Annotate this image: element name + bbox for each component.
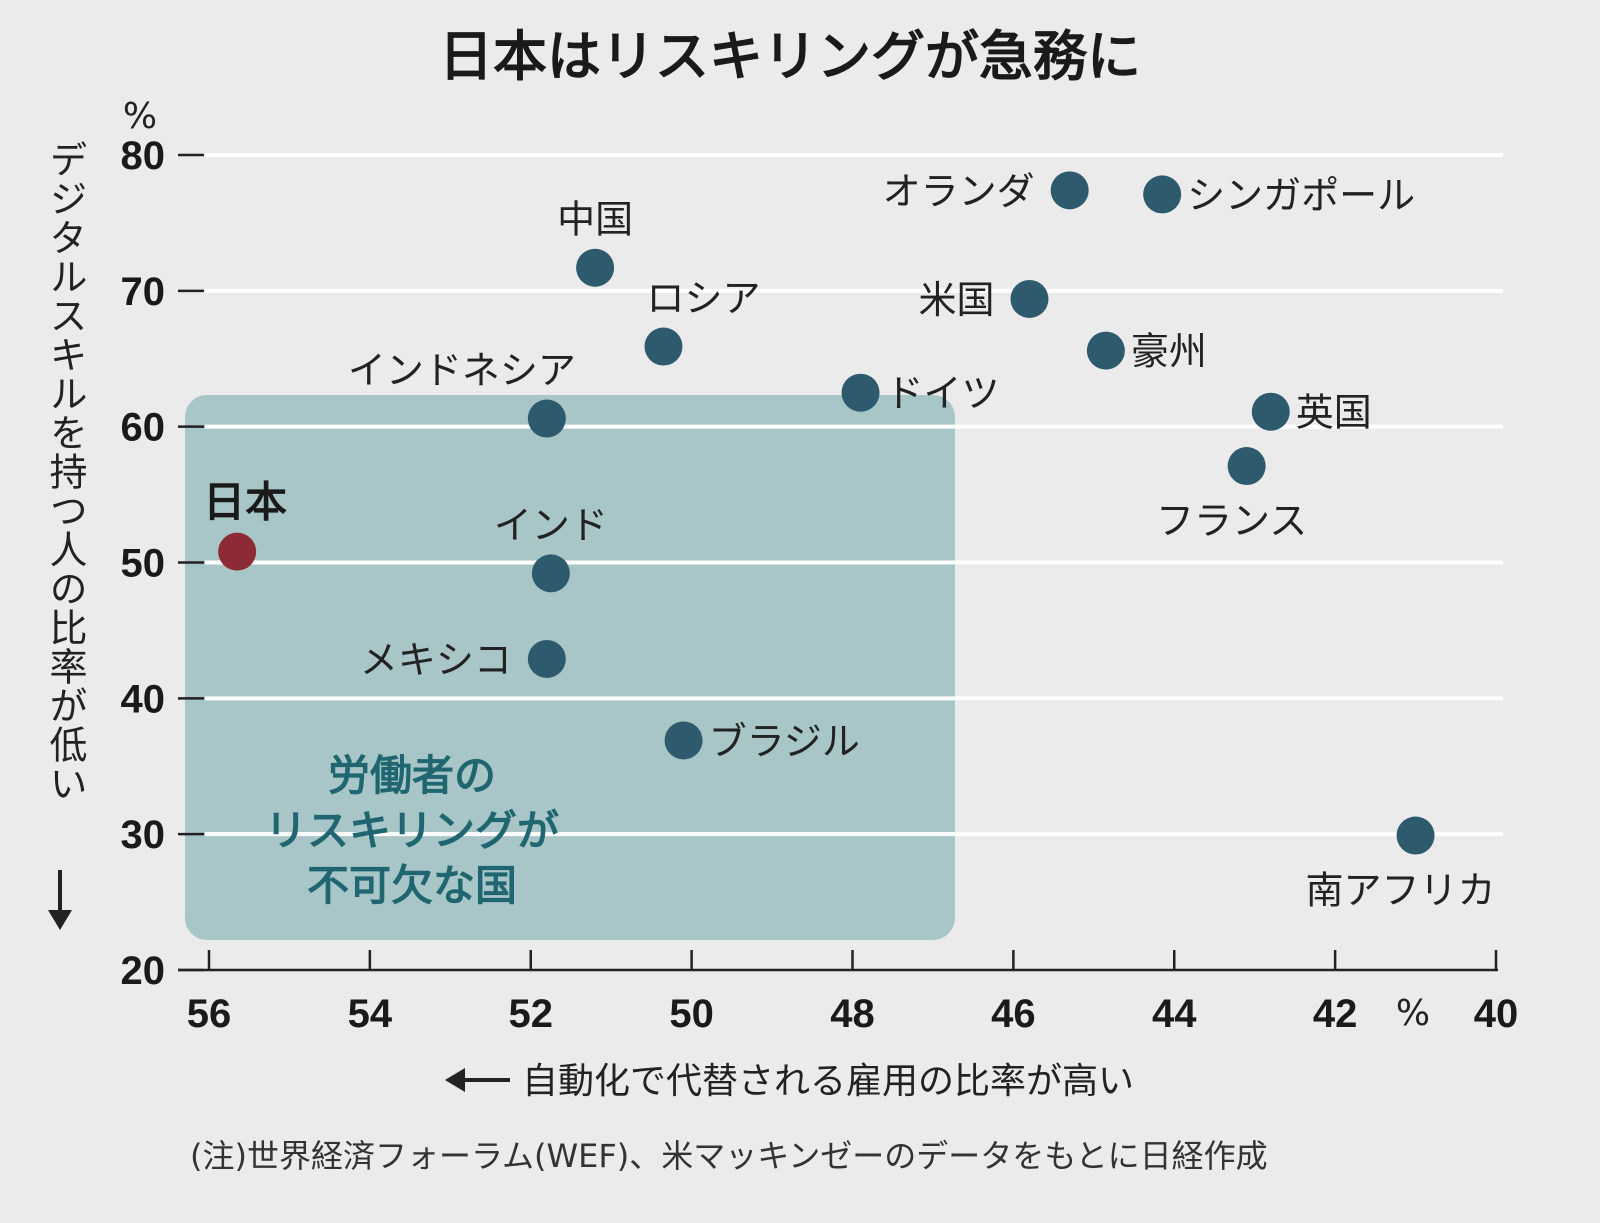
x-tick-label: 44	[1152, 992, 1197, 1036]
x-unit: %	[1396, 993, 1430, 1034]
data-label: 中国	[557, 198, 633, 242]
data-point	[527, 639, 566, 678]
y-tick-label: 40	[121, 677, 166, 721]
data-label: メキシコ	[360, 638, 512, 682]
y-arrow-down-icon	[48, 870, 72, 930]
y-tick-label: 70	[121, 270, 166, 314]
x-tick-label: 46	[991, 992, 1036, 1036]
x-tick-label: 48	[830, 992, 875, 1036]
region-label: リスキリングが	[265, 806, 559, 855]
data-label: インドネシア	[348, 349, 576, 393]
data-label: オランダ	[883, 169, 1035, 213]
data-point	[1010, 279, 1049, 318]
data-label: ロシア	[646, 277, 760, 321]
data-label: フランス	[1156, 499, 1307, 543]
y-tick-label: 20	[121, 949, 166, 993]
y-axis-title: デジタルスキルを持つ人の比率が低い	[43, 140, 87, 803]
highlight-region	[185, 395, 955, 940]
x-tick-label: 52	[509, 992, 554, 1036]
data-label: 豪州	[1131, 330, 1207, 374]
data-point	[527, 399, 566, 438]
x-axis-title: 自動化で代替される雇用の比率が高い	[522, 1061, 1134, 1102]
x-axis-label: 自動化で代替される雇用の比率が高い	[445, 1061, 1134, 1102]
data-label: 南アフリカ	[1306, 869, 1496, 913]
data-point	[1086, 331, 1125, 370]
data-point	[1251, 392, 1290, 431]
region-label: 労働者の	[328, 751, 496, 800]
data-point	[1227, 447, 1266, 486]
data-point	[664, 721, 703, 760]
region-label: 不可欠な国	[307, 861, 517, 910]
arrow-left-icon	[445, 1068, 465, 1092]
data-point	[644, 327, 683, 366]
data-point	[841, 373, 880, 412]
source-note: (注)世界経済フォーラム(WEF)、米マッキンゼーのデータをもとに日経作成	[190, 1137, 1268, 1175]
y-tick-label: 80	[121, 134, 166, 178]
chart-title: 日本はリスキリングが急務に	[439, 25, 1141, 88]
data-label: インド	[494, 503, 608, 547]
x-tick-label: 42	[1313, 992, 1358, 1036]
y-tick-label: 60	[121, 406, 166, 450]
x-tick-label: 50	[669, 992, 714, 1036]
data-label: 英国	[1296, 391, 1372, 435]
y-unit: %	[123, 96, 157, 137]
y-tick-label: 50	[121, 542, 166, 586]
x-tick-label: 54	[348, 992, 393, 1036]
data-label: 米国	[918, 278, 994, 322]
data-point	[1396, 816, 1435, 855]
y-tick-label: 30	[121, 813, 166, 857]
data-label: シンガポール	[1187, 173, 1415, 217]
x-tick-label: 56	[187, 992, 232, 1036]
data-point	[1050, 171, 1089, 210]
data-point	[218, 532, 257, 571]
data-point	[1143, 175, 1182, 214]
data-point	[531, 554, 570, 593]
data-label: ブラジル	[709, 719, 860, 763]
data-label: ドイツ	[886, 372, 1000, 416]
data-point	[576, 248, 615, 287]
data-label: 日本	[203, 478, 287, 527]
x-tick-label: 40	[1474, 992, 1519, 1036]
